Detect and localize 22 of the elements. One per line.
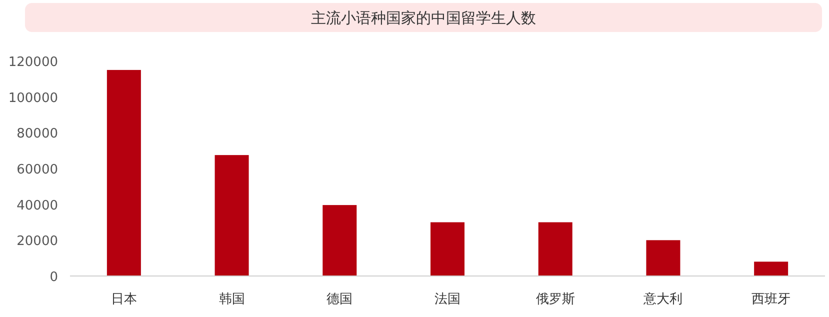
y-tick-label: 80000 [16, 126, 58, 142]
x-tick-label: 德国 [326, 292, 353, 307]
y-tick-label: 120000 [8, 55, 58, 70]
y-tick-label: 20000 [16, 234, 58, 250]
bar [754, 262, 788, 276]
bar [322, 205, 357, 276]
bar [430, 222, 464, 276]
x-tick-label: 俄罗斯 [536, 292, 575, 307]
x-tick-label: 韩国 [218, 292, 245, 307]
bar [106, 70, 141, 276]
bar [646, 240, 680, 276]
chart-title: 主流小语种国家的中国留学生人数 [311, 9, 536, 27]
y-tick-label: 40000 [16, 198, 58, 214]
x-tick-label: 日本 [110, 292, 137, 307]
y-tick-label: 60000 [16, 162, 58, 178]
y-tick-label: 100000 [8, 90, 58, 106]
bar [214, 155, 249, 276]
bar [538, 222, 572, 276]
y-tick-label: 0 [50, 270, 58, 285]
x-tick-label: 意大利 [642, 292, 683, 307]
x-tick-label: 法国 [434, 292, 460, 307]
x-tick-label: 西班牙 [752, 292, 791, 307]
